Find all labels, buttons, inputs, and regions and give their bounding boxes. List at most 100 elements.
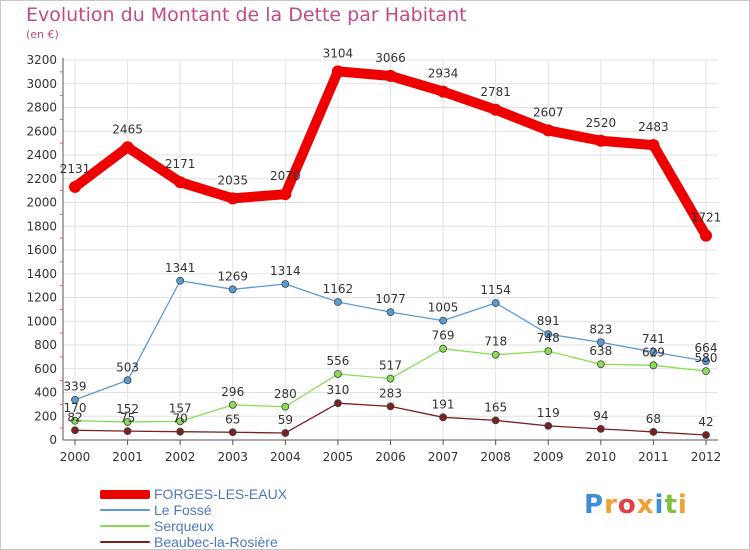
x-tick-label: 2002 [165, 450, 196, 464]
data-point [281, 280, 290, 288]
y-tick-label: 3200 [26, 53, 57, 67]
data-point [279, 188, 292, 201]
data-point [331, 65, 344, 78]
x-tick-label: 2006 [375, 450, 406, 464]
x-tick-label: 2012 [691, 450, 722, 464]
data-point [71, 395, 79, 404]
data-label: 94 [593, 409, 608, 423]
data-label: 170 [64, 401, 87, 415]
data-point [71, 416, 79, 425]
data-point [281, 402, 290, 411]
data-point [491, 416, 500, 425]
data-point [700, 229, 712, 242]
y-tick-label: 2600 [26, 124, 57, 138]
legend-item: Le Fossé [100, 502, 287, 518]
data-point [542, 124, 555, 137]
data-point [174, 176, 187, 189]
data-point [228, 428, 237, 437]
data-label: 2520 [586, 116, 617, 130]
data-label: 1314 [270, 264, 301, 278]
data-point [123, 427, 132, 435]
data-label: 1721 [691, 211, 722, 225]
legend-label: Le Fossé [154, 502, 212, 518]
x-tick-label: 2010 [586, 450, 617, 464]
x-tick-label: 2011 [638, 450, 669, 464]
data-point [123, 418, 132, 426]
x-tick-label: 2009 [533, 450, 564, 464]
data-point [176, 276, 185, 285]
data-point [702, 431, 710, 439]
data-label: 42 [698, 415, 713, 429]
data-label: 1154 [480, 283, 511, 297]
legend-label: Beaubec-la-Rosière [154, 534, 278, 550]
data-point [544, 421, 553, 430]
data-label: 2934 [428, 67, 459, 81]
data-point [439, 316, 447, 325]
data-point [647, 139, 660, 152]
x-tick-label: 2008 [480, 450, 511, 464]
y-tick-label: 0 [49, 433, 57, 447]
data-label: 638 [589, 344, 612, 358]
data-label: 119 [537, 406, 560, 420]
data-label: 70 [173, 412, 188, 426]
x-tick-label: 2005 [323, 450, 354, 464]
data-label: 503 [116, 360, 139, 374]
data-label: 1005 [428, 301, 459, 315]
y-tick-label: 800 [34, 338, 57, 352]
y-tick-label: 2000 [26, 196, 57, 210]
data-point [386, 308, 395, 317]
grid-lines [63, 59, 718, 441]
data-point [491, 299, 500, 307]
data-point [228, 400, 237, 409]
chart-title: Evolution du Montant de la Dette par Hab… [26, 4, 467, 26]
legend-swatch [100, 541, 150, 543]
data-point [596, 360, 605, 369]
data-point [281, 429, 290, 437]
legend-item: Serqueux [100, 518, 287, 534]
data-point [491, 350, 500, 359]
data-point [702, 357, 710, 366]
data-label: 891 [537, 314, 560, 328]
data-label: 769 [432, 329, 455, 343]
data-label: 1077 [375, 292, 406, 306]
data-label: 2070 [270, 169, 301, 183]
data-label: 65 [225, 412, 240, 426]
x-tick-label: 2004 [270, 450, 301, 464]
data-point [69, 180, 81, 193]
data-point [384, 69, 397, 82]
data-label: 280 [274, 387, 297, 401]
legend-item: Beaubec-la-Rosière [100, 534, 287, 550]
data-label: 310 [326, 383, 349, 397]
data-label: 59 [278, 413, 293, 427]
data-label: 3066 [375, 51, 406, 65]
data-point [121, 141, 134, 154]
data-label: 2781 [480, 85, 511, 99]
series-lines [69, 65, 712, 439]
data-label: 664 [695, 341, 718, 355]
y-tick-label: 2200 [26, 172, 57, 186]
data-point [596, 424, 605, 433]
data-label: 296 [221, 385, 244, 399]
data-label: 191 [432, 397, 455, 411]
data-point [544, 347, 553, 356]
proxiti-logo: Proxiti [584, 490, 688, 520]
data-label: 556 [326, 354, 349, 368]
data-label: 2035 [217, 173, 248, 187]
data-point [594, 134, 607, 147]
data-label: 157 [169, 401, 192, 415]
data-label: 2483 [638, 120, 669, 134]
data-point [489, 103, 502, 116]
axes: 0 200 400 600 800 1000 1200 1400 1600 1800 2000 220… [26, 53, 721, 464]
data-label: 748 [537, 331, 560, 345]
data-label: 1269 [217, 269, 248, 283]
data-point [226, 192, 239, 205]
data-point [71, 426, 79, 435]
data-label: 2465 [112, 122, 143, 136]
data-point [228, 285, 237, 294]
data-label: 3104 [323, 46, 354, 60]
data-point [649, 428, 658, 436]
data-label: 823 [589, 322, 612, 336]
data-label: 339 [64, 380, 87, 394]
data-point [702, 367, 710, 376]
